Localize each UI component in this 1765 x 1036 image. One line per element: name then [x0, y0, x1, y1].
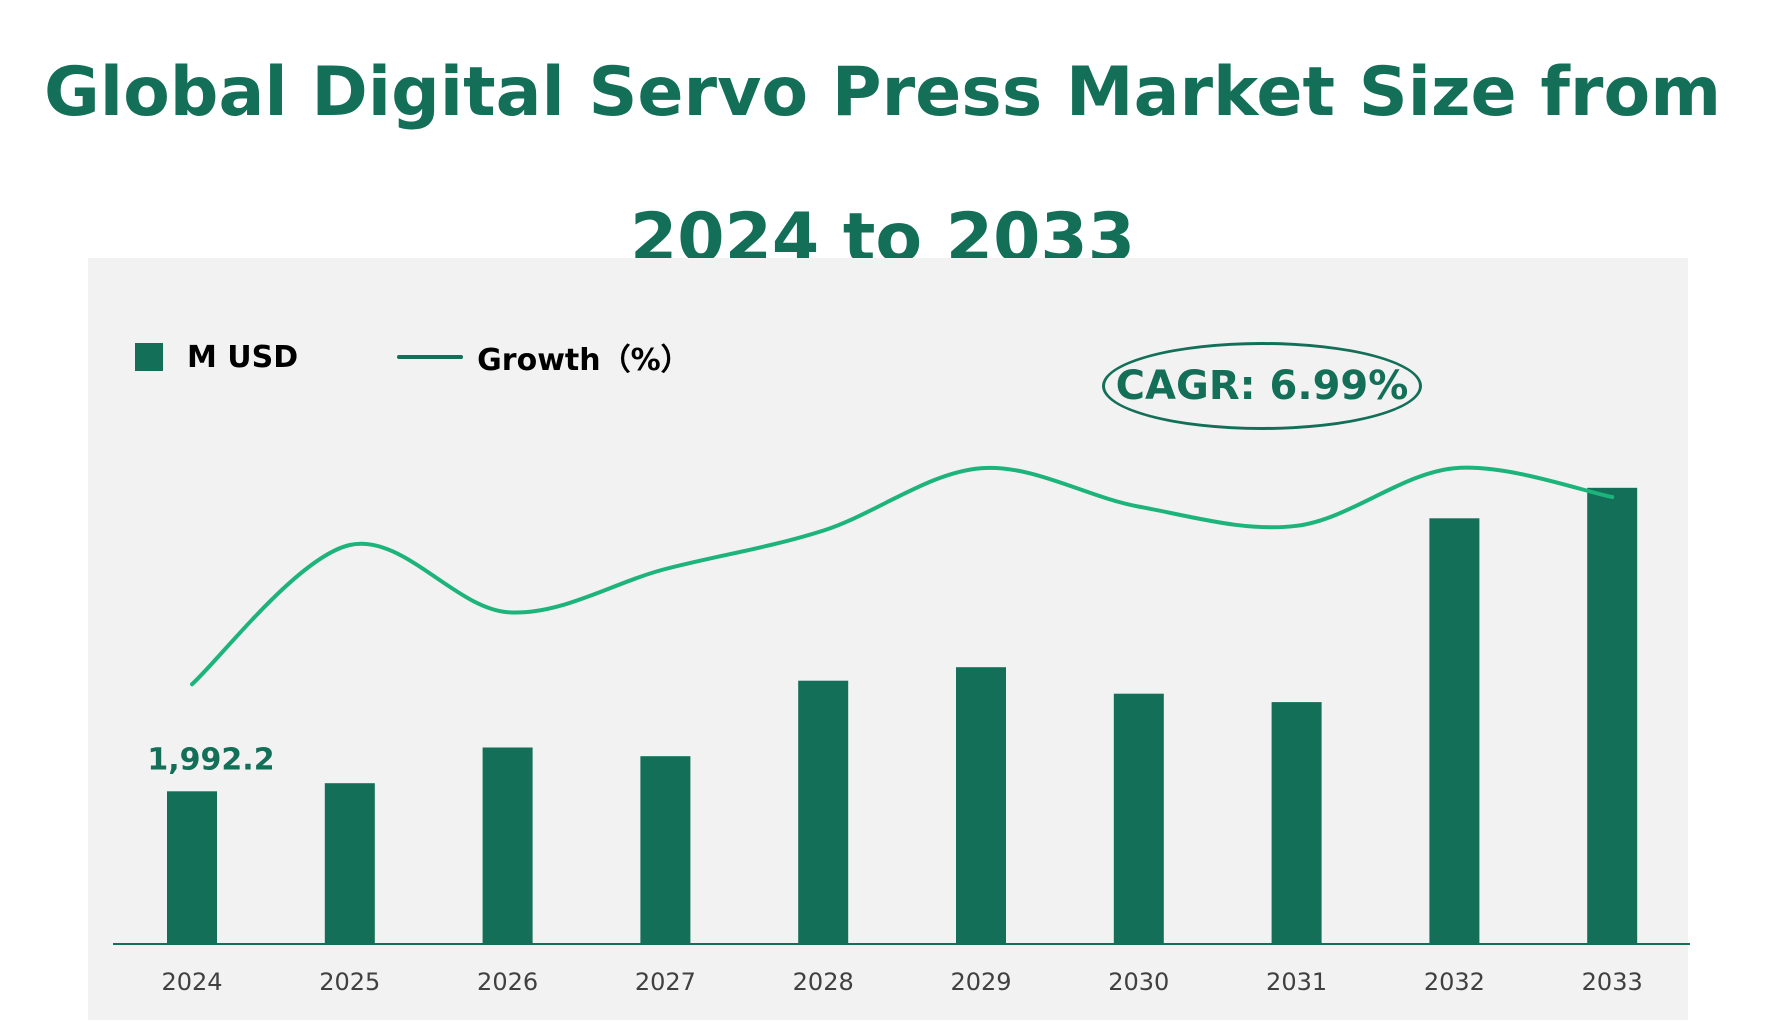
- bar-2029: [956, 667, 1006, 944]
- bar-2032: [1429, 518, 1480, 944]
- bar-2030: [1113, 693, 1164, 944]
- x-tick-label: 2026: [477, 968, 538, 996]
- x-tick-label: 2028: [793, 968, 854, 996]
- x-tick-label: 2032: [1424, 968, 1485, 996]
- data-label-2024: 1,992.2: [147, 742, 274, 777]
- legend-bar-label: M USD: [187, 339, 299, 375]
- x-tick-label: 2024: [161, 968, 222, 996]
- bar-2025: [324, 783, 375, 944]
- legend-item-bar: M USD: [135, 340, 298, 375]
- bar-2027: [640, 756, 691, 944]
- legend-line-label: Growth（%）: [477, 343, 691, 378]
- growth-line: [190, 465, 1615, 687]
- x-tick-label: 2031: [1266, 968, 1327, 996]
- bar-2028: [798, 680, 849, 944]
- x-tick-label: 2029: [950, 968, 1011, 996]
- x-tick-label: 2033: [1582, 968, 1643, 996]
- legend-item-line: Growth（%）: [298, 335, 691, 379]
- legend: M USD Growth（%）: [135, 332, 691, 382]
- legend-bar-swatch: [135, 343, 163, 371]
- bar-2033: [1587, 487, 1638, 944]
- bar-2031: [1271, 702, 1322, 944]
- cagr-badge: CAGR: 6.99%: [1102, 342, 1422, 430]
- x-tick-label: 2030: [1108, 968, 1169, 996]
- bar-2026: [482, 747, 533, 944]
- x-tick-label: 2025: [319, 968, 380, 996]
- x-tick-label: 2027: [635, 968, 696, 996]
- cagr-label: CAGR: 6.99%: [1115, 363, 1409, 409]
- bar-2024: [167, 791, 217, 944]
- legend-line-swatch: [397, 355, 464, 359]
- chart-title: Global Digital Servo Press Market Size f…: [43, 53, 1722, 278]
